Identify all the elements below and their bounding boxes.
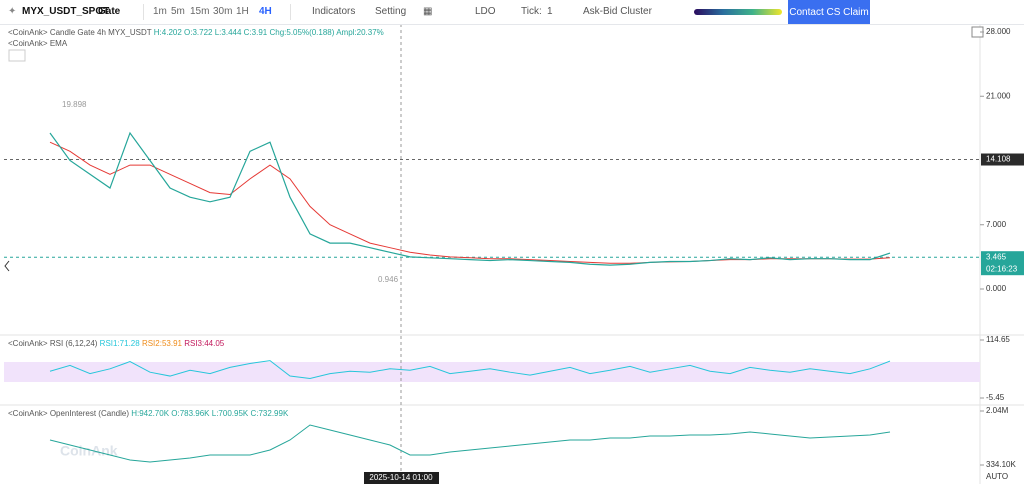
legend-source: <CoinAnk> bbox=[8, 339, 48, 348]
crosshair-time: 2025-10-14 01:00 bbox=[369, 473, 433, 482]
axis-label: 28.000 bbox=[986, 27, 1011, 36]
tick-value[interactable]: 1 bbox=[547, 6, 553, 17]
coin[interactable]: LDO bbox=[475, 6, 496, 17]
interval[interactable]: 1H bbox=[236, 6, 249, 17]
interval[interactable]: 30m bbox=[213, 6, 233, 17]
exchange[interactable]: Gate bbox=[98, 6, 121, 17]
legend: <CoinAnk> RSI (6,12,24) RSI1:71.28 RSI2:… bbox=[8, 339, 225, 348]
heat-gradient[interactable] bbox=[694, 9, 782, 15]
axis-label: 0.000 bbox=[986, 284, 1007, 293]
separator bbox=[143, 4, 144, 20]
annotation: 0.946 bbox=[378, 275, 399, 284]
legend-instrument: Gate 4h MYX_USDT bbox=[77, 28, 151, 37]
time-label-bg bbox=[364, 472, 439, 484]
axis-label: 7.000 bbox=[986, 220, 1007, 229]
price-box bbox=[981, 251, 1024, 276]
interval[interactable]: 4H bbox=[259, 6, 272, 17]
last-price: 3.465 bbox=[986, 252, 1007, 261]
ema-line bbox=[49, 141, 891, 264]
legend-source: <CoinAnk> bbox=[8, 28, 48, 37]
stat: O:3.722 bbox=[184, 28, 213, 37]
separator bbox=[290, 4, 291, 20]
interval[interactable]: 1m bbox=[153, 6, 167, 17]
legend-name: EMA bbox=[50, 39, 68, 48]
rsi-band bbox=[4, 362, 980, 382]
rsi1-label: RSI1:71.28 bbox=[100, 339, 141, 348]
interval[interactable]: 15m bbox=[190, 6, 210, 17]
countdown: 02:16:23 bbox=[986, 264, 1018, 273]
stat: H:4.202 bbox=[154, 28, 183, 37]
legend-params: (6,12,24) bbox=[65, 339, 97, 348]
tick-label: Tick: bbox=[521, 6, 542, 17]
crosshair-price: 14.108 bbox=[986, 155, 1011, 164]
legend: <CoinAnk> OpenInterest (Candle) H:942.70… bbox=[8, 409, 289, 418]
stat: O:783.96K bbox=[171, 409, 210, 418]
rsi2-label: RSI2:53.91 bbox=[142, 339, 183, 348]
scale-mode[interactable]: AUTO bbox=[986, 472, 1008, 481]
stat: Ampl:20.37% bbox=[336, 28, 384, 37]
watermark: CoinAnk bbox=[60, 443, 118, 459]
indicators[interactable]: Indicators bbox=[312, 6, 356, 17]
legend: <CoinAnk> Candle Gate 4h MYX_USDT H:4.20… bbox=[8, 28, 384, 37]
cluster[interactable]: Ask-Bid Cluster bbox=[583, 6, 652, 17]
legend: <CoinAnk> EMA bbox=[8, 39, 68, 48]
annotation: 19.898 bbox=[62, 100, 87, 109]
legend-source: <CoinAnk> bbox=[8, 409, 48, 418]
axis-label: 2.04M bbox=[986, 406, 1009, 415]
oi-line bbox=[49, 424, 891, 463]
stat: C:3.91 bbox=[244, 28, 268, 37]
price-line bbox=[49, 131, 891, 266]
scroll-left[interactable] bbox=[4, 260, 10, 272]
interval[interactable]: 5m bbox=[171, 6, 185, 17]
collapse-button[interactable] bbox=[8, 49, 26, 62]
contact-button[interactable]: Contact CS Claim bbox=[788, 0, 870, 24]
stat: L:3.444 bbox=[215, 28, 242, 37]
legend-name: Candle bbox=[50, 28, 76, 37]
price-box bbox=[981, 153, 1024, 166]
axis-label: -5.45 bbox=[986, 393, 1005, 402]
axis-label: 334.10K bbox=[986, 460, 1016, 469]
rsi-line bbox=[49, 360, 891, 379]
setting[interactable]: Setting bbox=[375, 6, 407, 17]
symbol[interactable]: MYX_USDT_SPOT bbox=[22, 6, 110, 17]
legend-name: OpenInterest (Candle) bbox=[50, 409, 129, 418]
layout-icon[interactable]: ▦ bbox=[423, 6, 433, 17]
legend-name: RSI bbox=[50, 339, 63, 348]
legend-source: <CoinAnk> bbox=[8, 39, 48, 48]
stat: L:700.95K bbox=[212, 409, 249, 418]
axis-label: 21.000 bbox=[986, 91, 1011, 100]
axis-label: 114.65 bbox=[986, 335, 1010, 344]
stat: C:732.99K bbox=[250, 409, 288, 418]
stat: H:942.70K bbox=[131, 409, 169, 418]
rsi3-label: RSI3:44.05 bbox=[184, 339, 225, 348]
symbol-icon[interactable]: ✦ bbox=[8, 6, 17, 17]
toolbar: ✦ MYX_USDT_SPOT Gate 1m 5m 15m 30m 1H 4H… bbox=[0, 0, 1024, 25]
stat: Chg:5.05%(0.188) bbox=[269, 28, 334, 37]
